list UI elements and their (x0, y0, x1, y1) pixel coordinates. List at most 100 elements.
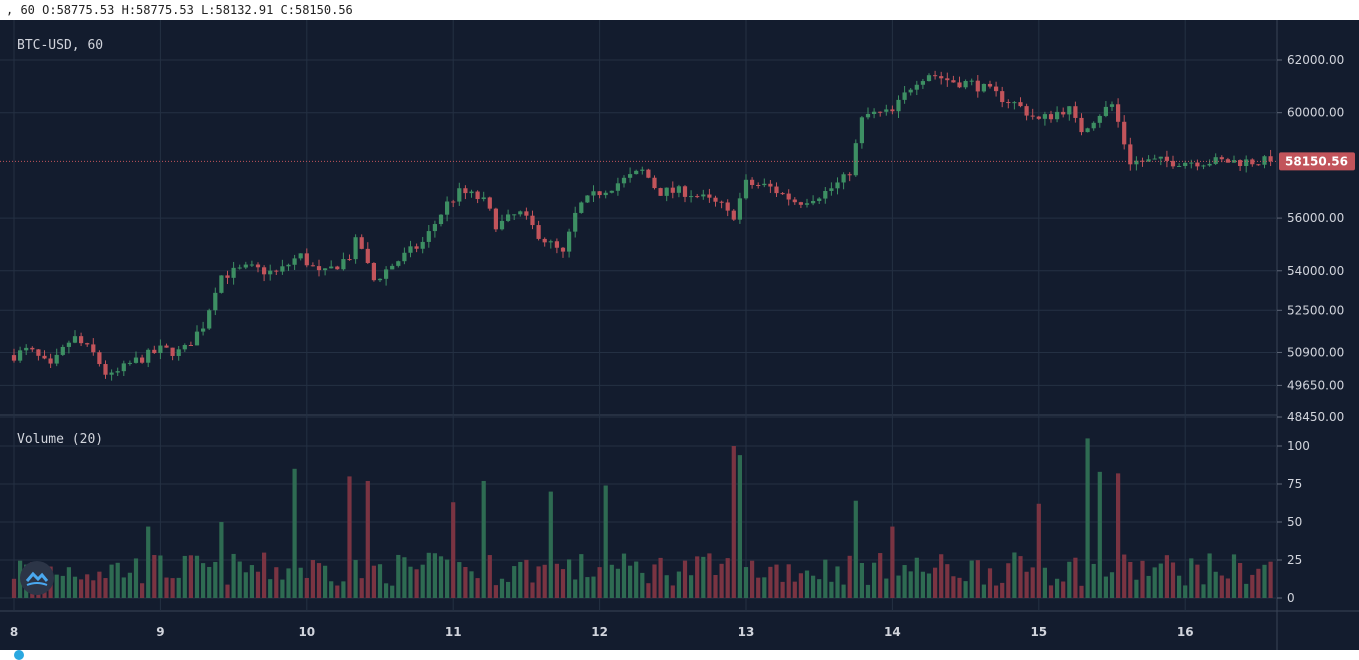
candle-body[interactable] (658, 188, 663, 196)
volume-bar[interactable] (628, 565, 633, 598)
volume-bar[interactable] (499, 578, 505, 598)
candle-body[interactable] (707, 194, 712, 198)
candle-body[interactable] (1238, 160, 1243, 167)
volume-bar[interactable] (756, 577, 761, 598)
candle-body[interactable] (1146, 159, 1151, 162)
candle-body[interactable] (377, 278, 383, 281)
volume-bar[interactable] (280, 579, 285, 598)
candle-body[interactable] (1189, 162, 1194, 164)
candle-body[interactable] (920, 81, 925, 85)
volume-bar[interactable] (1061, 581, 1066, 598)
volume-bar[interactable] (951, 576, 956, 598)
candle-body[interactable] (981, 83, 986, 92)
candle-body[interactable] (841, 174, 846, 183)
volume-bar[interactable] (560, 569, 566, 598)
volume-bar[interactable] (1097, 471, 1102, 598)
volume-bar[interactable] (597, 567, 602, 598)
volume-bar[interactable] (1207, 553, 1212, 598)
volume-bar[interactable] (1201, 584, 1206, 598)
candle-body[interactable] (280, 266, 285, 272)
volume-bar[interactable] (1012, 552, 1017, 598)
volume-bar[interactable] (463, 567, 468, 598)
volume-bar[interactable] (243, 572, 248, 598)
price-axis[interactable]: 62000.00 60000.00 56000.00 54000.00 52500.00… (1277, 53, 1355, 424)
volume-bar[interactable] (475, 578, 480, 598)
candle-body[interactable] (524, 211, 529, 216)
volume-bar[interactable] (1067, 561, 1072, 598)
candle-body[interactable] (262, 267, 267, 275)
volume-bar[interactable] (829, 581, 834, 598)
volume-bar[interactable] (1158, 563, 1163, 598)
volume-bar[interactable] (414, 569, 419, 598)
volume-bar[interactable] (109, 564, 114, 598)
candle-body[interactable] (1134, 160, 1139, 165)
volume-bar[interactable] (1219, 575, 1224, 598)
volume-bar[interactable] (853, 500, 858, 598)
volume-bar[interactable] (902, 565, 907, 598)
volume-bar[interactable] (365, 480, 370, 598)
candle-body[interactable] (408, 246, 413, 253)
candle-body[interactable] (481, 197, 486, 200)
candle-body[interactable] (1219, 157, 1224, 160)
candle-body[interactable] (152, 349, 157, 354)
candle-body[interactable] (914, 84, 919, 90)
candle-body[interactable] (1067, 106, 1072, 115)
candle-body[interactable] (890, 109, 895, 112)
candle-body[interactable] (207, 310, 212, 329)
volume-bar[interactable] (329, 581, 334, 598)
volume-bar[interactable] (140, 583, 145, 598)
volume-bar[interactable] (890, 526, 895, 598)
volume-bar[interactable] (445, 559, 450, 598)
volume-bar[interactable] (121, 577, 126, 598)
candle-body[interactable] (188, 345, 193, 347)
candle-body[interactable] (249, 264, 254, 266)
candle-body[interactable] (414, 246, 419, 249)
volume-bar[interactable] (670, 585, 675, 598)
candle-body[interactable] (908, 89, 913, 93)
volume-bar[interactable] (945, 564, 950, 598)
candle-body[interactable] (274, 270, 279, 272)
candle-body[interactable] (756, 185, 761, 187)
candle-body[interactable] (133, 357, 139, 363)
volume-bar[interactable] (847, 555, 852, 598)
volume-bar[interactable] (804, 570, 810, 598)
candle-body[interactable] (829, 188, 834, 191)
candle-body[interactable] (994, 86, 999, 92)
volume-bar[interactable] (737, 455, 742, 598)
candle-body[interactable] (219, 275, 224, 293)
volume-bar[interactable] (1140, 560, 1145, 598)
volume-bar[interactable] (1091, 563, 1096, 598)
volume-bar[interactable] (1152, 567, 1157, 598)
volume-bar[interactable] (640, 572, 645, 598)
volume-bar[interactable] (634, 561, 639, 598)
candle-body[interactable] (304, 253, 309, 266)
volume-bar[interactable] (1036, 503, 1041, 598)
candle-body[interactable] (1006, 102, 1011, 104)
candle-body[interactable] (872, 111, 877, 114)
candle-body[interactable] (1268, 156, 1273, 162)
candle-body[interactable] (48, 358, 53, 364)
volume-bar[interactable] (1183, 585, 1188, 598)
volume-bar[interactable] (1262, 564, 1267, 598)
candle-body[interactable] (115, 371, 120, 373)
volume-bar[interactable] (524, 559, 529, 598)
volume-bar[interactable] (609, 564, 614, 598)
candle-body[interactable] (1262, 156, 1267, 165)
candle-body[interactable] (451, 201, 456, 203)
candle-body[interactable] (329, 266, 334, 269)
candle-body[interactable] (231, 267, 236, 278)
volume-bar[interactable] (768, 566, 773, 598)
volume-bar[interactable] (371, 565, 376, 598)
candle-body[interactable] (85, 343, 90, 345)
volume-bar[interactable] (97, 571, 102, 598)
candle-body[interactable] (963, 80, 968, 88)
volume-bar[interactable] (201, 563, 206, 598)
volume-bar[interactable] (548, 491, 553, 598)
candle-body[interactable] (1097, 115, 1102, 123)
candle-body[interactable] (817, 198, 822, 201)
volume-bar[interactable] (695, 556, 700, 598)
volume-bar[interactable] (115, 562, 120, 598)
volume-bar[interactable] (1103, 576, 1108, 598)
volume-bar[interactable] (298, 567, 303, 598)
volume-bar[interactable] (554, 563, 559, 598)
